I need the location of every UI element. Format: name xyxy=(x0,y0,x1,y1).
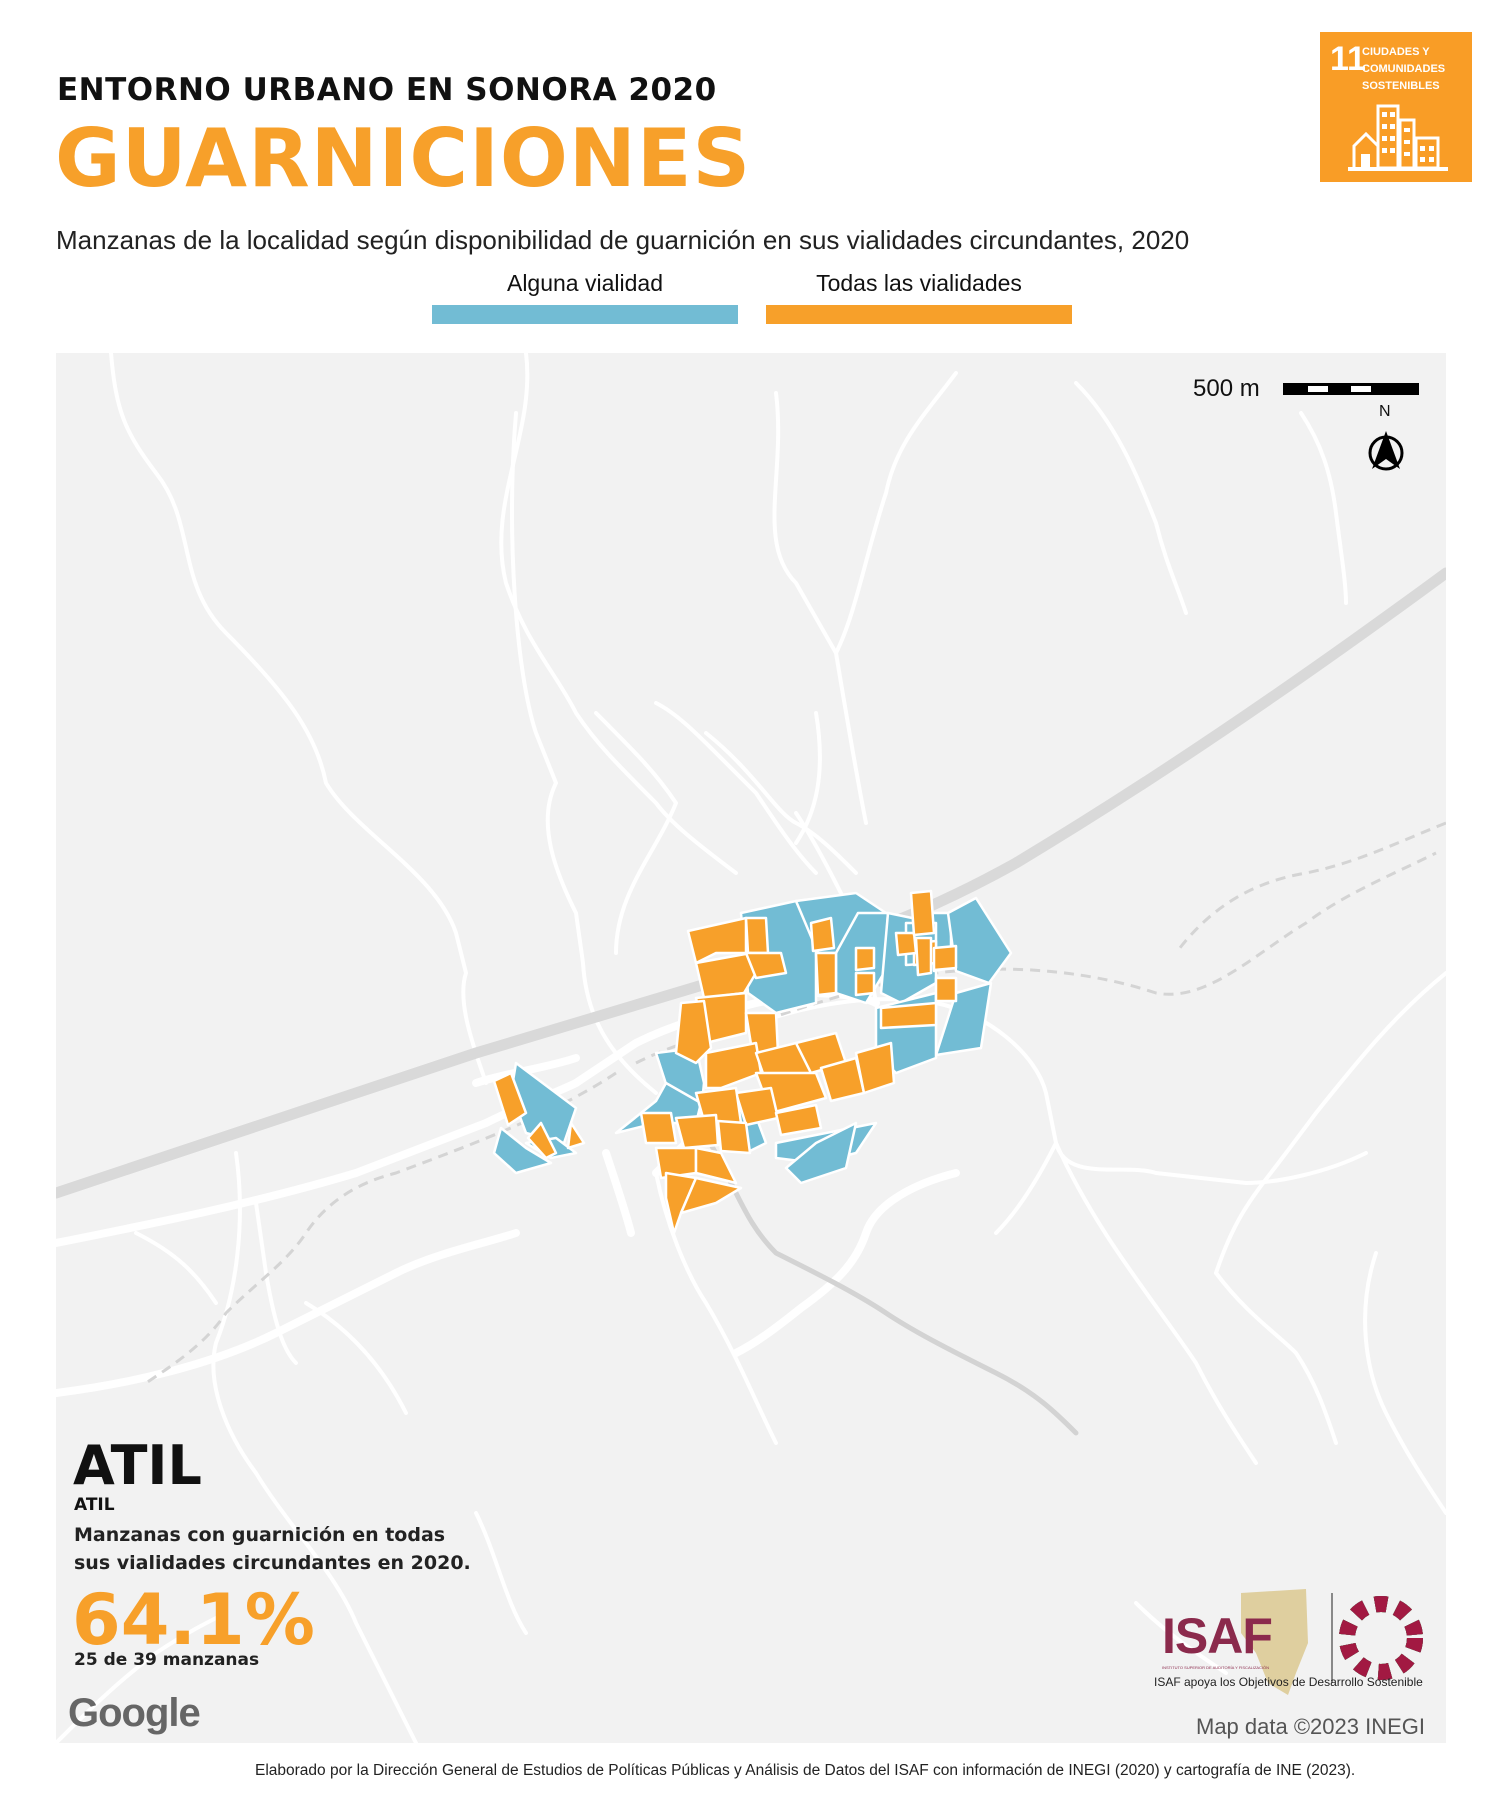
urban-blocks xyxy=(492,889,1013,1235)
road xyxy=(594,711,678,955)
block-todas xyxy=(492,1071,528,1127)
block-alguna xyxy=(492,1126,553,1175)
road xyxy=(134,1231,218,1305)
block-todas xyxy=(674,999,713,1065)
block-todas xyxy=(809,916,836,953)
block-todas xyxy=(664,1171,698,1235)
block-todas xyxy=(716,1119,752,1155)
credits-footer: Elaborado por la Dirección General de Es… xyxy=(255,1762,1356,1779)
sdg-number: 11 xyxy=(1330,40,1366,78)
legend-swatch-todas xyxy=(766,305,1072,324)
road xyxy=(1214,971,1446,1275)
isaf-caption: ISAF apoya los Objetivos de Desarrollo S… xyxy=(1154,1675,1423,1689)
legend-label-todas: Todas las vialidades xyxy=(816,270,1022,296)
block-todas xyxy=(744,916,770,955)
block-todas xyxy=(854,971,876,997)
block-todas xyxy=(932,944,958,972)
block-todas xyxy=(909,889,936,937)
road xyxy=(1074,381,1188,615)
isaf-logo: ISAF xyxy=(1162,1608,1273,1664)
road xyxy=(1134,1601,1228,1675)
isaf-tagline: INSTITUTO SUPERIOR DE AUDITORÍA Y FISCAL… xyxy=(1162,1665,1270,1670)
scale-label: 500 m xyxy=(1193,375,1260,402)
block-todas xyxy=(934,976,958,1003)
road xyxy=(834,371,958,655)
secondary-road xyxy=(602,1149,635,1237)
map-panel[interactable]: 500 m N ATIL ATIL Manzanas con guarnició… xyxy=(56,353,1446,1743)
municipality-name: ATIL xyxy=(74,1495,115,1515)
track xyxy=(145,1071,617,1385)
sdg-label-line3: SOSTENIBLES xyxy=(1362,80,1440,92)
road xyxy=(474,1511,528,1635)
north-label: N xyxy=(1379,403,1391,420)
road xyxy=(499,353,738,875)
block-todas xyxy=(814,951,838,997)
track xyxy=(1174,821,1446,954)
block-todas xyxy=(879,1001,938,1030)
google-logo: Google xyxy=(68,1691,201,1735)
road xyxy=(304,1301,408,1415)
block-todas xyxy=(566,1121,586,1150)
locality-name: ATIL xyxy=(73,1434,202,1497)
subtitle: Manzanas de la localidad según disponibi… xyxy=(56,225,1190,255)
road xyxy=(772,391,868,825)
sdg-wheel-icon xyxy=(1339,1596,1423,1680)
sdg-label: CIUDADES Y COMUNIDADES SOSTENIBLES xyxy=(1362,44,1445,95)
block-todas xyxy=(694,951,758,1000)
sdg-11-badge: 11 CIUDADES Y COMUNIDADES SOSTENIBLES xyxy=(1320,32,1472,182)
legend-item-alguna: Alguna vialidad xyxy=(432,270,738,324)
secondary-road xyxy=(732,1169,960,1357)
legend-swatch-alguna xyxy=(432,305,738,324)
block-todas xyxy=(854,1041,896,1095)
block-todas xyxy=(526,1121,558,1160)
block-todas xyxy=(914,936,933,977)
block-todas xyxy=(686,916,748,965)
indicator-description: Manzanas con guarnición en todas sus via… xyxy=(74,1524,471,1574)
indicator-count: 25 de 39 manzanas xyxy=(74,1650,260,1670)
road xyxy=(109,353,488,1085)
road xyxy=(794,711,822,845)
block-todas xyxy=(694,1146,738,1185)
block-todas xyxy=(744,951,788,980)
road xyxy=(1363,1251,1446,1515)
north-arrow-icon xyxy=(1368,431,1404,471)
kicker-title: ENTORNO URBANO EN SONORA 2020 xyxy=(57,72,717,108)
road xyxy=(56,1611,228,1743)
road xyxy=(654,1171,778,1445)
block-todas xyxy=(774,1103,823,1137)
page-title: GUARNICIONES xyxy=(55,112,752,205)
basemap xyxy=(56,353,1446,1743)
block-todas xyxy=(704,1041,763,1090)
road xyxy=(994,1141,1058,1235)
map-attribution: Map data ©2023 INEGI xyxy=(1196,1714,1426,1739)
road xyxy=(654,701,818,875)
sdg-label-line1: CIUDADES Y xyxy=(1362,46,1430,58)
secondary-road xyxy=(56,1229,520,1397)
road xyxy=(1054,1141,1258,1465)
road xyxy=(1214,1271,1338,1445)
sdg-label-line2: COMUNIDADES xyxy=(1362,63,1446,75)
sonora-map-icon xyxy=(1241,1589,1308,1695)
block-alguna xyxy=(784,1121,858,1185)
road xyxy=(704,731,858,875)
block-todas xyxy=(894,931,918,957)
road xyxy=(1299,411,1348,605)
road xyxy=(211,1151,418,1743)
block-todas xyxy=(679,1176,743,1215)
block-todas xyxy=(854,946,876,972)
block-todas xyxy=(674,1113,720,1150)
scale-bar xyxy=(1283,383,1419,395)
legend-item-todas: Todas las vialidades xyxy=(766,270,1072,324)
block-alguna xyxy=(934,981,993,1057)
city-buildings-icon xyxy=(1348,104,1448,171)
legend-label-alguna: Alguna vialidad xyxy=(506,270,663,296)
indicator-percentage: 64.1% xyxy=(72,1579,315,1661)
block-todas xyxy=(639,1111,678,1145)
